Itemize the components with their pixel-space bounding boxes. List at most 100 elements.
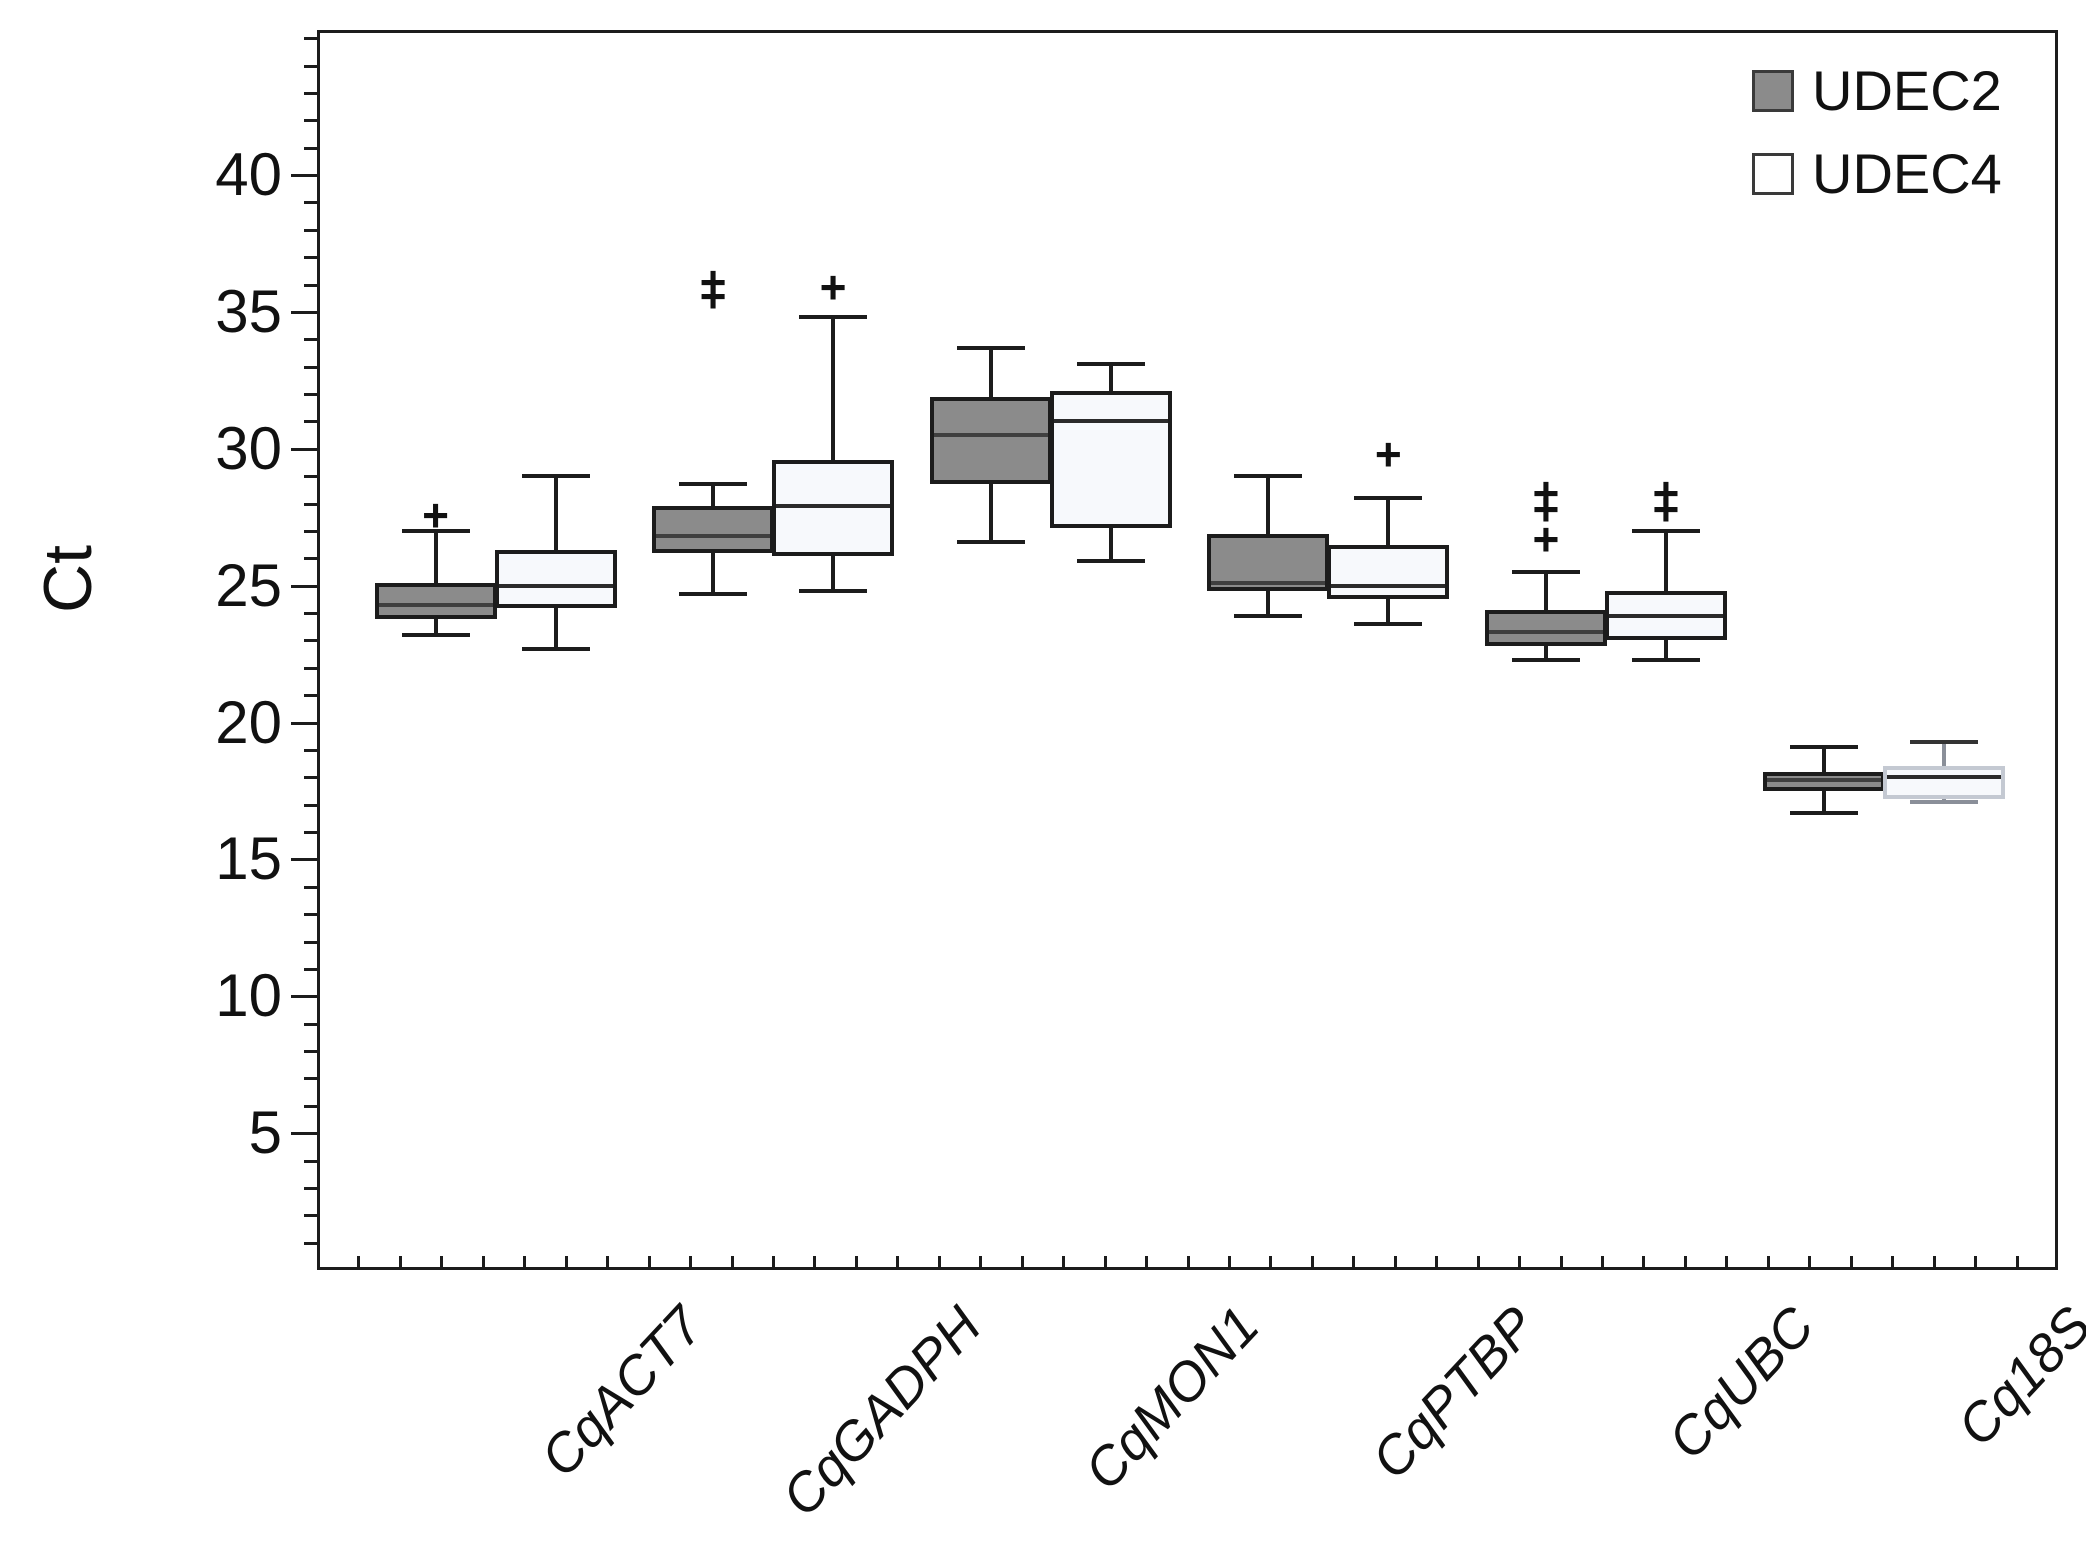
whisker-cap-high-UDEC4-CqACT7 [521, 474, 590, 479]
y-tick-label-30: 30 [215, 414, 282, 482]
whisker-high-UDEC2-Cq18S [1821, 747, 1826, 772]
y-minor-tick [304, 64, 317, 68]
y-minor-tick [304, 748, 317, 752]
x-minor-tick [564, 1256, 568, 1267]
y-minor-tick [304, 393, 317, 397]
x-minor-tick [1891, 1256, 1895, 1267]
box-UDEC2-CqUBC [1484, 610, 1607, 646]
y-major-tick [291, 174, 317, 178]
y-minor-tick [304, 475, 317, 479]
whisker-cap-high-UDEC2-Cq18S [1789, 745, 1858, 750]
x-minor-tick [854, 1256, 858, 1267]
legend-swatch-udec4-icon [1752, 152, 1794, 195]
legend: UDEC2 UDEC4 [1752, 58, 2002, 224]
outlier-marker-UDEC4-CqUBC: + [1652, 466, 1680, 519]
y-major-tick [291, 310, 317, 314]
y-minor-tick [304, 694, 317, 698]
whisker-cap-high-UDEC2-CqGADPH [679, 482, 748, 487]
outlier-marker-UDEC2-CqACT7: + [422, 488, 449, 541]
whisker-high-UDEC4-Cq18S [1941, 741, 1946, 767]
y-minor-tick [304, 913, 317, 917]
whisker-cap-low-UDEC4-CqUBC [1631, 657, 1700, 662]
whisker-cap-low-UDEC4-CqMON1 [1076, 559, 1145, 564]
y-minor-tick [304, 529, 317, 533]
legend-label: UDEC2 [1812, 59, 2002, 122]
whisker-cap-high-UDEC2-CqMON1 [956, 345, 1025, 350]
x-minor-tick [1683, 1256, 1687, 1267]
x-minor-tick [357, 1256, 361, 1267]
x-category-label-CqACT7: CqACT7 [530, 1295, 716, 1489]
y-minor-tick [304, 91, 317, 95]
y-major-tick [291, 447, 317, 451]
whisker-cap-high-UDEC2-CqPTBP [1234, 474, 1303, 479]
y-minor-tick [304, 885, 317, 889]
x-minor-tick [896, 1256, 900, 1267]
whisker-cap-low-UDEC4-CqGADPH [799, 589, 868, 594]
whisker-high-UDEC2-CqPTBP [1266, 476, 1271, 534]
y-minor-tick [304, 119, 317, 123]
x-minor-tick [1435, 1256, 1439, 1267]
y-minor-tick [304, 1022, 317, 1026]
y-minor-tick [304, 639, 317, 643]
x-minor-tick [606, 1256, 610, 1267]
whisker-low-UDEC2-CqACT7 [433, 618, 438, 635]
whisker-cap-low-UDEC2-CqGADPH [679, 591, 748, 596]
x-minor-tick [1518, 1256, 1522, 1267]
outlier-marker-UDEC2-CqUBC: + [1532, 513, 1560, 566]
whisker-low-UDEC4-CqGADPH [831, 555, 836, 592]
median-UDEC2-CqGADPH [656, 534, 771, 539]
x-minor-tick [1352, 1256, 1356, 1267]
y-minor-tick [304, 502, 317, 506]
x-minor-tick [647, 1256, 651, 1267]
x-minor-tick [523, 1256, 527, 1267]
y-minor-tick [304, 1186, 317, 1190]
x-minor-tick [1559, 1256, 1563, 1267]
x-minor-tick [1310, 1256, 1314, 1267]
whisker-cap-high-UDEC4-CqGADPH [799, 315, 868, 320]
x-minor-tick [1269, 1256, 1273, 1267]
whisker-cap-high-UDEC4-Cq18S [1909, 739, 1978, 744]
x-category-label-Cq18S: Cq18S [1946, 1295, 2086, 1458]
x-minor-tick [937, 1256, 941, 1267]
box-UDEC2-CqGADPH [652, 506, 775, 553]
x-minor-tick [689, 1256, 693, 1267]
y-minor-tick [304, 557, 317, 561]
y-major-tick [291, 584, 317, 588]
whisker-cap-low-UDEC4-CqPTBP [1354, 621, 1423, 626]
whisker-cap-high-UDEC4-CqUBC [1631, 528, 1700, 533]
x-minor-tick [1062, 1256, 1066, 1267]
x-minor-tick [1227, 1256, 1231, 1267]
whisker-cap-low-UDEC4-Cq18S [1909, 799, 1978, 804]
x-minor-tick [1766, 1256, 1770, 1267]
y-minor-tick [304, 1214, 317, 1218]
outlier-marker-UDEC4-CqPTBP: + [1374, 428, 1402, 481]
y-tick-label-5: 5 [248, 1099, 282, 1167]
x-minor-tick [1186, 1256, 1190, 1267]
whisker-high-UDEC4-CqACT7 [553, 476, 558, 551]
y-major-tick [291, 858, 317, 862]
x-minor-tick [979, 1256, 983, 1267]
y-tick-label-15: 15 [215, 825, 282, 893]
y-minor-tick [304, 967, 317, 971]
y-tick-label-10: 10 [215, 962, 282, 1030]
x-minor-tick [1932, 1256, 1936, 1267]
y-minor-tick [304, 612, 317, 616]
x-minor-tick [1476, 1256, 1480, 1267]
y-minor-tick [304, 146, 317, 150]
y-major-tick [291, 995, 317, 999]
x-minor-tick [771, 1256, 775, 1267]
whisker-low-UDEC4-CqPTBP [1386, 599, 1391, 624]
y-minor-tick [304, 803, 317, 807]
legend-item-udec4: UDEC4 [1752, 141, 2002, 206]
outlier-marker-UDEC2-CqGADPH: + [699, 269, 727, 322]
whisker-cap-low-UDEC2-CqMON1 [956, 539, 1025, 544]
y-tick-label-35: 35 [215, 277, 282, 345]
median-UDEC2-CqMON1 [933, 433, 1048, 438]
x-minor-tick [730, 1256, 734, 1267]
y-minor-tick [304, 283, 317, 287]
x-minor-tick [440, 1256, 444, 1267]
y-minor-tick [304, 37, 317, 41]
y-minor-tick [304, 256, 317, 260]
y-minor-tick [304, 1159, 317, 1163]
